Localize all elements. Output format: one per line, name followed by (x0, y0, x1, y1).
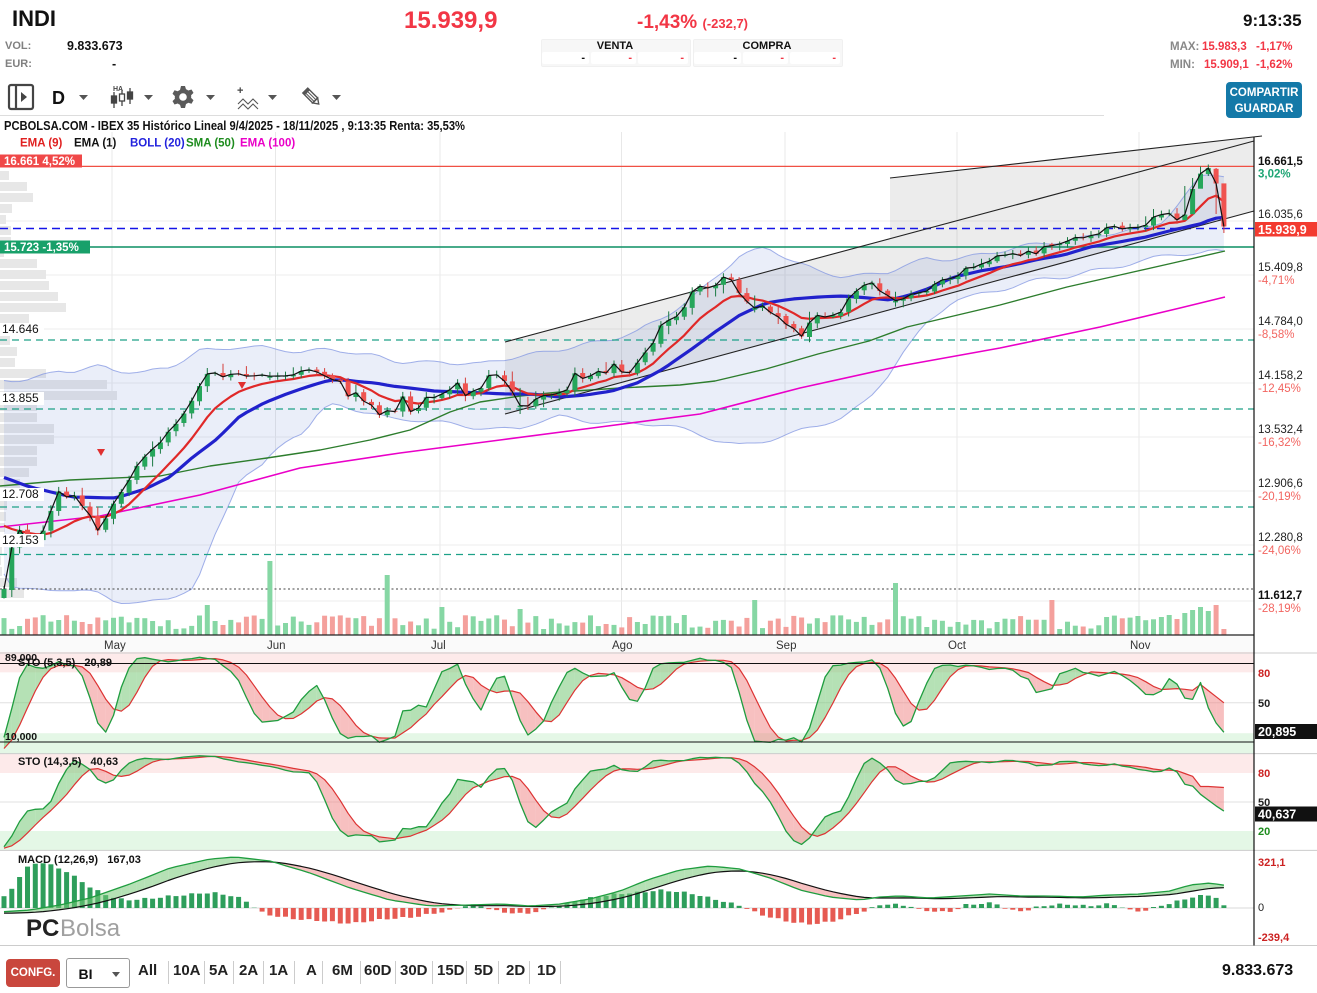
svg-text:13.855: 13.855 (2, 391, 39, 405)
svg-text:+: + (237, 85, 243, 97)
svg-text:-20,19%: -20,19% (1258, 491, 1301, 503)
svg-text:-4,71%: -4,71% (1258, 275, 1294, 287)
svg-text:12.153: 12.153 (2, 533, 39, 547)
svg-text:Nov: Nov (1130, 640, 1151, 652)
svg-text:STO (5,3,5) 20,89: STO (5,3,5) 20,89 (18, 657, 112, 669)
svg-text:-28,19%: -28,19% (1258, 603, 1301, 615)
svg-text:50: 50 (1258, 797, 1270, 809)
svg-text:Jun: Jun (267, 640, 286, 652)
svg-text:12.708: 12.708 (2, 487, 39, 501)
svg-text:PC: PC (26, 915, 59, 942)
svg-text:15.409,8: 15.409,8 (1258, 262, 1303, 274)
svg-text:80: 80 (1258, 668, 1270, 680)
svg-text:14.158,2: 14.158,2 (1258, 370, 1303, 382)
svg-text:-239,4: -239,4 (1258, 932, 1290, 944)
svg-text:MACD (12,26,9) 167,03: MACD (12,26,9) 167,03 (18, 854, 141, 866)
svg-text:20,895: 20,895 (1258, 725, 1296, 739)
svg-text:Sep: Sep (776, 640, 796, 652)
svg-text:11.612,7: 11.612,7 (1258, 590, 1302, 602)
svg-text:May: May (104, 640, 126, 652)
svg-text:14.646: 14.646 (2, 322, 39, 336)
svg-text:EMA (100): EMA (100) (240, 138, 295, 150)
svg-text:16.661 4,52%: 16.661 4,52% (4, 156, 75, 168)
svg-text:50: 50 (1258, 698, 1270, 710)
svg-text:80: 80 (1258, 768, 1270, 780)
svg-text:EMA (9): EMA (9) (20, 138, 63, 150)
svg-text:HA: HA (113, 86, 123, 93)
svg-text:12.280,8: 12.280,8 (1258, 532, 1303, 544)
svg-text:40,637: 40,637 (1258, 808, 1296, 822)
svg-text:10,000: 10,000 (5, 731, 37, 743)
svg-text:14.784,0: 14.784,0 (1258, 316, 1303, 328)
svg-text:12.906,6: 12.906,6 (1258, 478, 1303, 490)
svg-text:-24,06%: -24,06% (1258, 545, 1301, 557)
svg-text:13.532,4: 13.532,4 (1258, 424, 1303, 436)
svg-text:BOLL (20): BOLL (20) (130, 138, 185, 150)
svg-text:321,1: 321,1 (1258, 857, 1286, 869)
svg-text:-12,45%: -12,45% (1258, 383, 1301, 395)
svg-text:20: 20 (1258, 826, 1270, 838)
svg-text:16.661,5: 16.661,5 (1258, 156, 1303, 168)
svg-text:89.000: 89.000 (5, 652, 37, 664)
svg-text:-16,32%: -16,32% (1258, 437, 1301, 449)
svg-text:3,02%: 3,02% (1258, 169, 1291, 181)
svg-text:0: 0 (1258, 902, 1264, 914)
svg-text:SMA (50): SMA (50) (186, 138, 235, 150)
svg-text:Ago: Ago (612, 640, 632, 652)
svg-text:Oct: Oct (948, 640, 967, 652)
svg-text:16.035,6: 16.035,6 (1258, 209, 1303, 221)
svg-text:STO (14,3,5) 40,63: STO (14,3,5) 40,63 (18, 756, 118, 768)
svg-text:EMA (1): EMA (1) (74, 138, 117, 150)
svg-text:15.939,9: 15.939,9 (1258, 223, 1307, 237)
svg-text:Jul: Jul (431, 640, 446, 652)
svg-text:D: D (52, 88, 65, 108)
svg-text:-8,58%: -8,58% (1258, 329, 1294, 341)
svg-text:Bolsa: Bolsa (60, 915, 121, 942)
svg-text:PCBOLSA.COM - IBEX 35 Históric: PCBOLSA.COM - IBEX 35 Histórico Lineal 9… (4, 119, 465, 133)
svg-text:15.723 -1,35%: 15.723 -1,35% (4, 242, 79, 254)
